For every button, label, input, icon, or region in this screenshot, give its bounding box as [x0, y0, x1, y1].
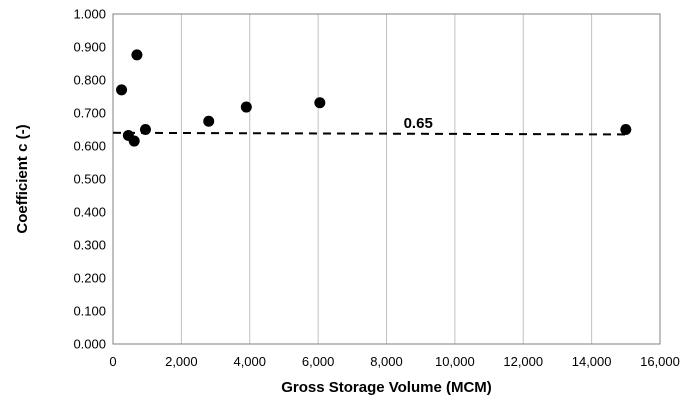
x-tick-label: 0 — [109, 354, 116, 369]
data-point — [240, 101, 252, 113]
data-point — [314, 97, 326, 109]
data-point — [139, 124, 151, 135]
y-tick-label: 0.900 — [73, 40, 106, 55]
y-axis-title: Coefficient c (-) — [14, 124, 31, 233]
x-tick-label: 12,000 — [503, 354, 543, 369]
y-tick-label: 0.400 — [73, 205, 106, 220]
y-tick-label: 0.100 — [73, 304, 106, 319]
data-points — [116, 49, 632, 147]
gridlines — [180, 14, 593, 344]
y-tick-label: 0.200 — [73, 271, 106, 286]
x-tick-label: 16,000 — [640, 354, 680, 369]
data-point — [128, 135, 140, 147]
x-tick-label: 8,000 — [370, 354, 403, 369]
y-tick-label: 0.000 — [73, 337, 106, 352]
data-point — [131, 49, 143, 61]
plot-area-border — [112, 13, 661, 345]
y-tick-label: 0.600 — [73, 139, 106, 154]
y-tick-label: 0.800 — [73, 73, 106, 88]
x-axis-title: Gross Storage Volume (MCM) — [281, 379, 492, 396]
y-tick-label: 0.500 — [73, 172, 106, 187]
x-tick-label: 10,000 — [435, 354, 475, 369]
y-tick-label: 0.700 — [73, 106, 106, 121]
y-tick-label: 0.300 — [73, 238, 106, 253]
reference-dashed-line — [112, 131, 626, 136]
y-axis-tick-labels: 0.000 0.100 0.200 0.300 0.400 0.500 0.600 0.700… — [73, 7, 106, 352]
x-tick-label: 4,000 — [233, 354, 266, 369]
data-point — [620, 124, 632, 135]
x-tick-label: 2,000 — [165, 354, 198, 369]
data-point — [116, 84, 128, 96]
reference-line-label: 0.65 — [404, 115, 433, 132]
y-tick-label: 1.000 — [73, 7, 106, 22]
x-tick-label: 14,000 — [572, 354, 612, 369]
x-axis-tick-labels: 0 2,000 4,000 6,000 8,000 10,000 12,000 14,000 1… — [109, 354, 680, 369]
x-tick-label: 6,000 — [302, 354, 335, 369]
data-point — [203, 115, 215, 127]
